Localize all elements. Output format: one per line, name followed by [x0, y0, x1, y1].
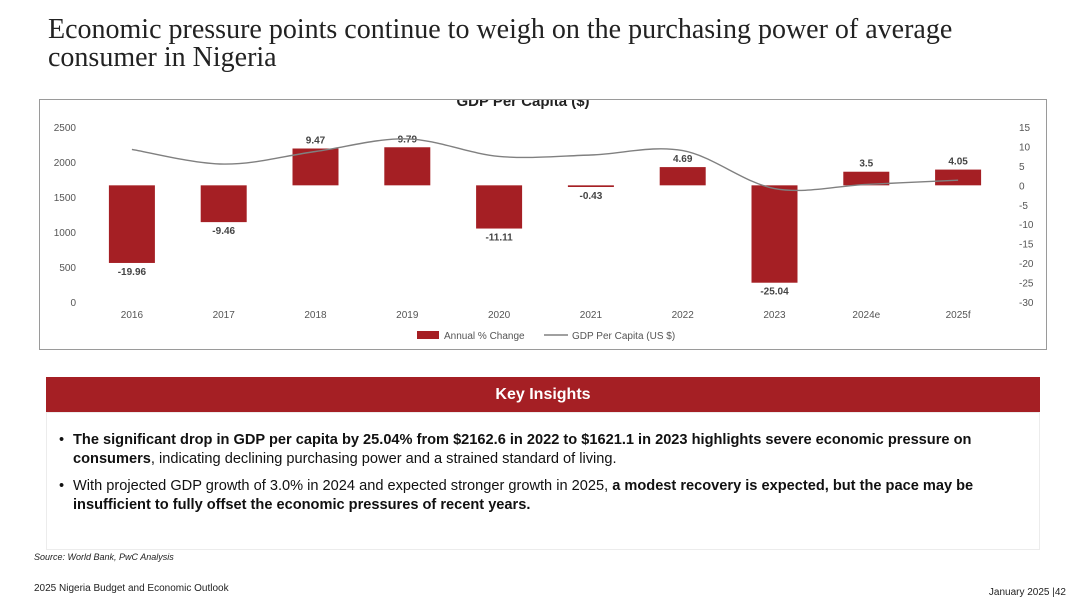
bar-annual-change	[200, 185, 247, 223]
chart-container: GDP Per Capita ($) 0 500 1000 1500 2000 2500 15…	[39, 99, 1047, 350]
bar-data-label: 3.5	[859, 159, 873, 170]
gdp-chart: GDP Per Capita ($) 0 500 1000 1500 2000 2500 15…	[54, 100, 1034, 342]
legend-label-gdp-per-capita: GDP Per Capita (US $)	[572, 331, 675, 342]
y-left-tick-label: 2000	[54, 158, 77, 169]
bar-annual-change	[751, 185, 798, 283]
x-tick-label: 2025f	[946, 310, 971, 321]
insight-item-2: • With projected GDP growth of 3.0% in 2…	[59, 477, 1033, 515]
source-note: Source: World Bank, PwC Analysis	[34, 552, 174, 562]
bar-data-label: -25.04	[760, 287, 789, 298]
y-left-tick-label: 500	[59, 263, 76, 274]
y-right-tick-label: 10	[1019, 142, 1031, 153]
series-line-gdp-per-capita	[131, 138, 959, 192]
y-right-tick-label: -30	[1019, 298, 1034, 309]
bullet-icon: •	[59, 432, 65, 448]
bar-annual-change	[843, 171, 890, 186]
x-tick-label: 2022	[672, 310, 695, 321]
y-right-tick-label: -5	[1019, 201, 1028, 212]
x-tick-label: 2023	[763, 310, 786, 321]
x-tick-label: 2021	[580, 310, 603, 321]
bar-annual-change	[567, 185, 614, 188]
x-tick-label: 2018	[304, 310, 327, 321]
y-right-tick-label: -10	[1019, 220, 1034, 231]
y-left-tick-label: 1500	[54, 193, 77, 204]
insight-item-1: • The significant drop in GDP per capita…	[59, 431, 1033, 469]
x-tick-label: 2019	[396, 310, 419, 321]
bar-annual-change	[659, 167, 706, 186]
bar-annual-change	[108, 185, 155, 263]
insight-2-bold: a modest recovery is expected, but the p…	[73, 478, 974, 513]
y-left-tick-label: 0	[70, 298, 76, 309]
bar-data-label: -11.11	[485, 233, 513, 244]
y-right-tick-label: 5	[1019, 162, 1025, 173]
page-title: Economic pressure points continue to wei…	[48, 14, 953, 73]
footer-page-info: January 2025 |42	[988, 587, 1066, 598]
bullet-icon: •	[59, 478, 65, 494]
x-tick-label: 2020	[488, 310, 511, 321]
x-tick-label: 2024e	[852, 310, 880, 321]
bar-data-label: -9.46	[212, 226, 235, 237]
y-right-tick-label: -25	[1019, 279, 1034, 290]
x-tick-label: 2017	[213, 310, 236, 321]
bar-data-label: 9.47	[306, 136, 326, 147]
insight-2-text: With projected GDP growth of 3.0% in 202…	[73, 478, 613, 494]
footer-report-title: 2025 Nigeria Budget and Economic Outlook	[34, 583, 229, 594]
title-border-gap	[290, 100, 752, 103]
y-right-tick-label: 0	[1019, 181, 1025, 192]
insights-header: Key Insights	[46, 377, 1040, 412]
bar-annual-change	[476, 185, 523, 229]
insight-1-text: , indicating declining purchasing power …	[150, 451, 617, 467]
legend-swatch-annual-change	[417, 331, 439, 339]
legend-label-annual-change: Annual % Change	[444, 331, 525, 342]
y-left-tick-label: 1000	[54, 228, 77, 239]
bar-data-label: -0.43	[580, 191, 603, 202]
bar-data-label: -19.96	[118, 267, 147, 278]
insights-panel: • The significant drop in GDP per capita…	[46, 412, 1040, 550]
x-tick-label: 2016	[121, 310, 144, 321]
y-left-tick-label: 2500	[54, 123, 77, 134]
chart-title: GDP Per Capita ($)	[456, 100, 589, 110]
insight-1-bold: The significant drop in GDP per capita b…	[73, 432, 972, 467]
bar-annual-change	[384, 147, 431, 186]
y-right-tick-label: -15	[1019, 240, 1034, 251]
bar-annual-change	[935, 169, 982, 186]
y-right-tick-label: -20	[1019, 259, 1034, 270]
bar-data-label: 4.69	[673, 154, 693, 165]
bar-data-label: 9.79	[398, 134, 418, 145]
y-right-tick-label: 15	[1019, 123, 1031, 134]
bar-data-label: 4.05	[948, 157, 968, 168]
